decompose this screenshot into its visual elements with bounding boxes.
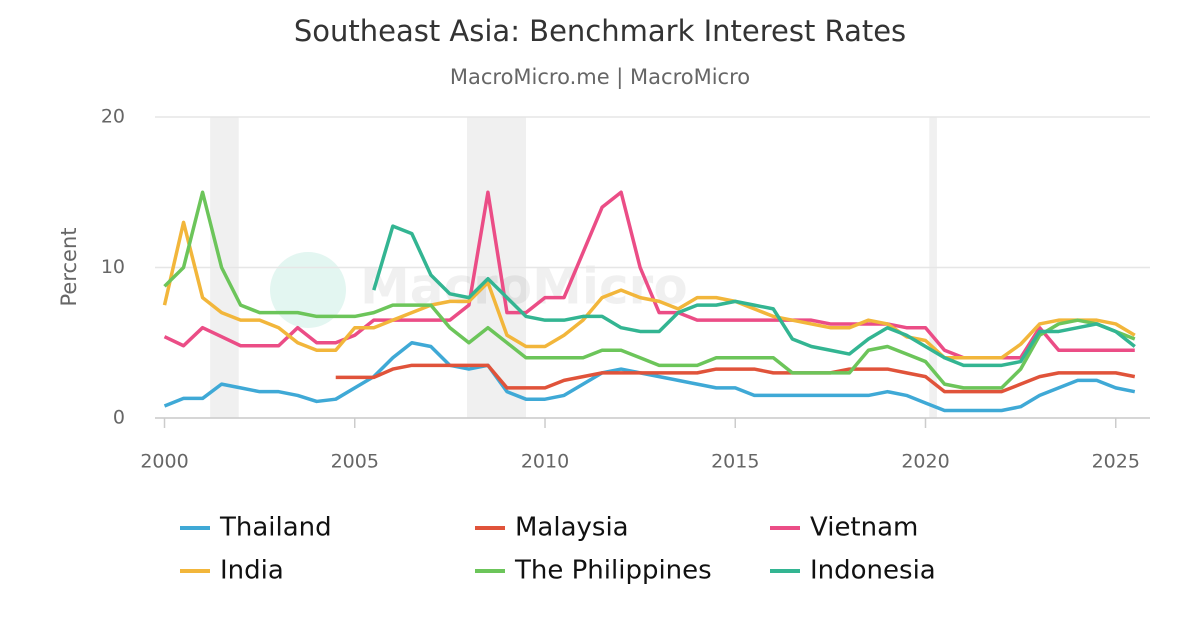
legend-label: The Philippines	[514, 556, 712, 586]
legend-label: Indonesia	[810, 556, 936, 586]
series-line	[162, 220, 1136, 360]
y-axis-label: Percent	[57, 227, 81, 306]
legend-label: Malaysia	[515, 513, 629, 543]
chart-title: Southeast Asia: Benchmark Interest Rates	[294, 14, 906, 48]
series-line	[163, 341, 1136, 413]
y-tick-label: 0	[113, 407, 125, 429]
x-tick-label: 2025	[1092, 451, 1140, 473]
x-tick-label: 2020	[901, 451, 949, 473]
x-tick-label: 2005	[331, 451, 379, 473]
series-line	[372, 224, 1136, 368]
legend-label: Vietnam	[810, 513, 918, 543]
chart-subtitle: MacroMicro.me | MacroMicro	[450, 65, 750, 90]
y-tick-label: 10	[101, 256, 125, 278]
x-tick-label: 2010	[521, 451, 569, 473]
x-tick-label: 2000	[140, 451, 188, 473]
series-line	[163, 190, 1136, 390]
y-tick-label: 20	[101, 106, 125, 128]
watermark-logo	[270, 252, 346, 328]
legend-label: Thailand	[219, 513, 332, 543]
x-tick-label: 2015	[711, 451, 759, 473]
legend-label: India	[220, 556, 284, 586]
series-line	[335, 363, 1136, 394]
